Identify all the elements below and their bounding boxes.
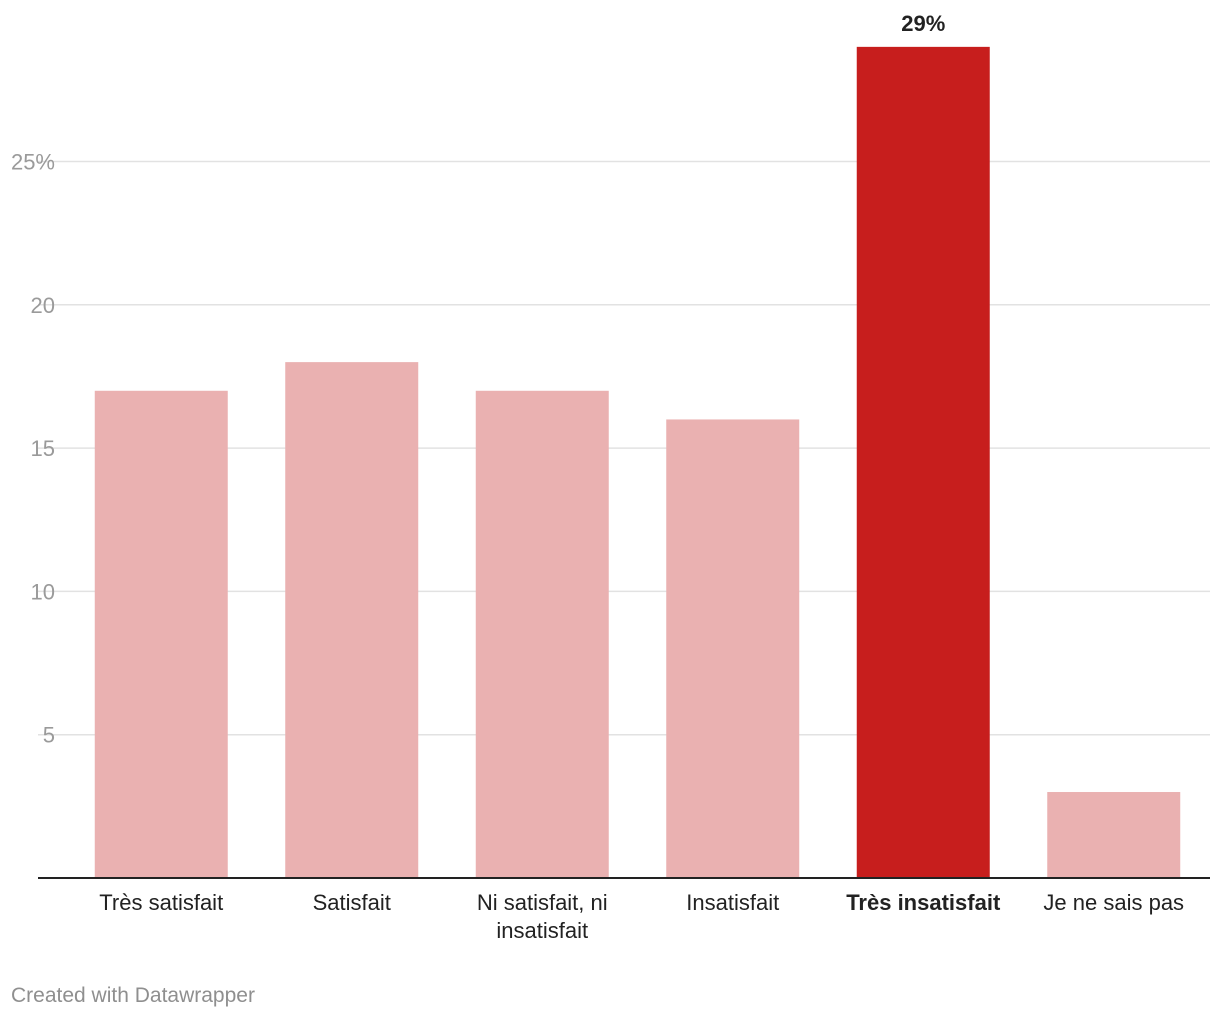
x-tick-label: Très satisfait	[99, 890, 223, 915]
bar	[475, 390, 609, 878]
y-tick-label: 15	[31, 436, 55, 461]
gridlines	[38, 160, 1210, 736]
x-tick-label: Satisfait	[313, 890, 391, 915]
y-axis-ticks: 5 10 15 20 25%	[11, 150, 55, 748]
x-tick-label-line: insatisfait	[496, 918, 588, 943]
x-tick-label-line: Ni satisfait, ni	[477, 890, 608, 915]
bar	[666, 419, 800, 878]
x-tick-label-line: Très insatisfait	[846, 890, 1001, 915]
value-label: 29%	[901, 11, 945, 36]
x-tick-label-line: Très satisfait	[99, 890, 223, 915]
x-tick-label-line: Je ne sais pas	[1043, 890, 1184, 915]
bar-highlighted	[856, 46, 990, 879]
x-tick-label: Très insatisfait	[846, 890, 1001, 915]
x-tick-label: Insatisfait	[686, 890, 779, 915]
y-tick-label: 10	[31, 579, 55, 604]
bar	[1047, 792, 1181, 878]
bar	[94, 390, 228, 878]
bar	[285, 362, 419, 878]
x-tick-label: Je ne sais pas	[1043, 890, 1184, 915]
datawrapper-credit: Created with Datawrapper	[11, 984, 255, 1007]
y-tick-label: 5	[43, 723, 55, 748]
x-tick-label-line: Insatisfait	[686, 890, 779, 915]
y-tick-label: 20	[31, 293, 55, 318]
bars	[94, 46, 1181, 879]
x-axis-labels: Très satisfait Satisfait Ni satisfait, ni i…	[99, 890, 1184, 943]
value-labels: 29%	[901, 11, 945, 36]
y-tick-label: 25%	[11, 150, 55, 175]
x-tick-label-line: Satisfait	[313, 890, 391, 915]
x-tick-label: Ni satisfait, ni insatisfait	[477, 890, 608, 943]
